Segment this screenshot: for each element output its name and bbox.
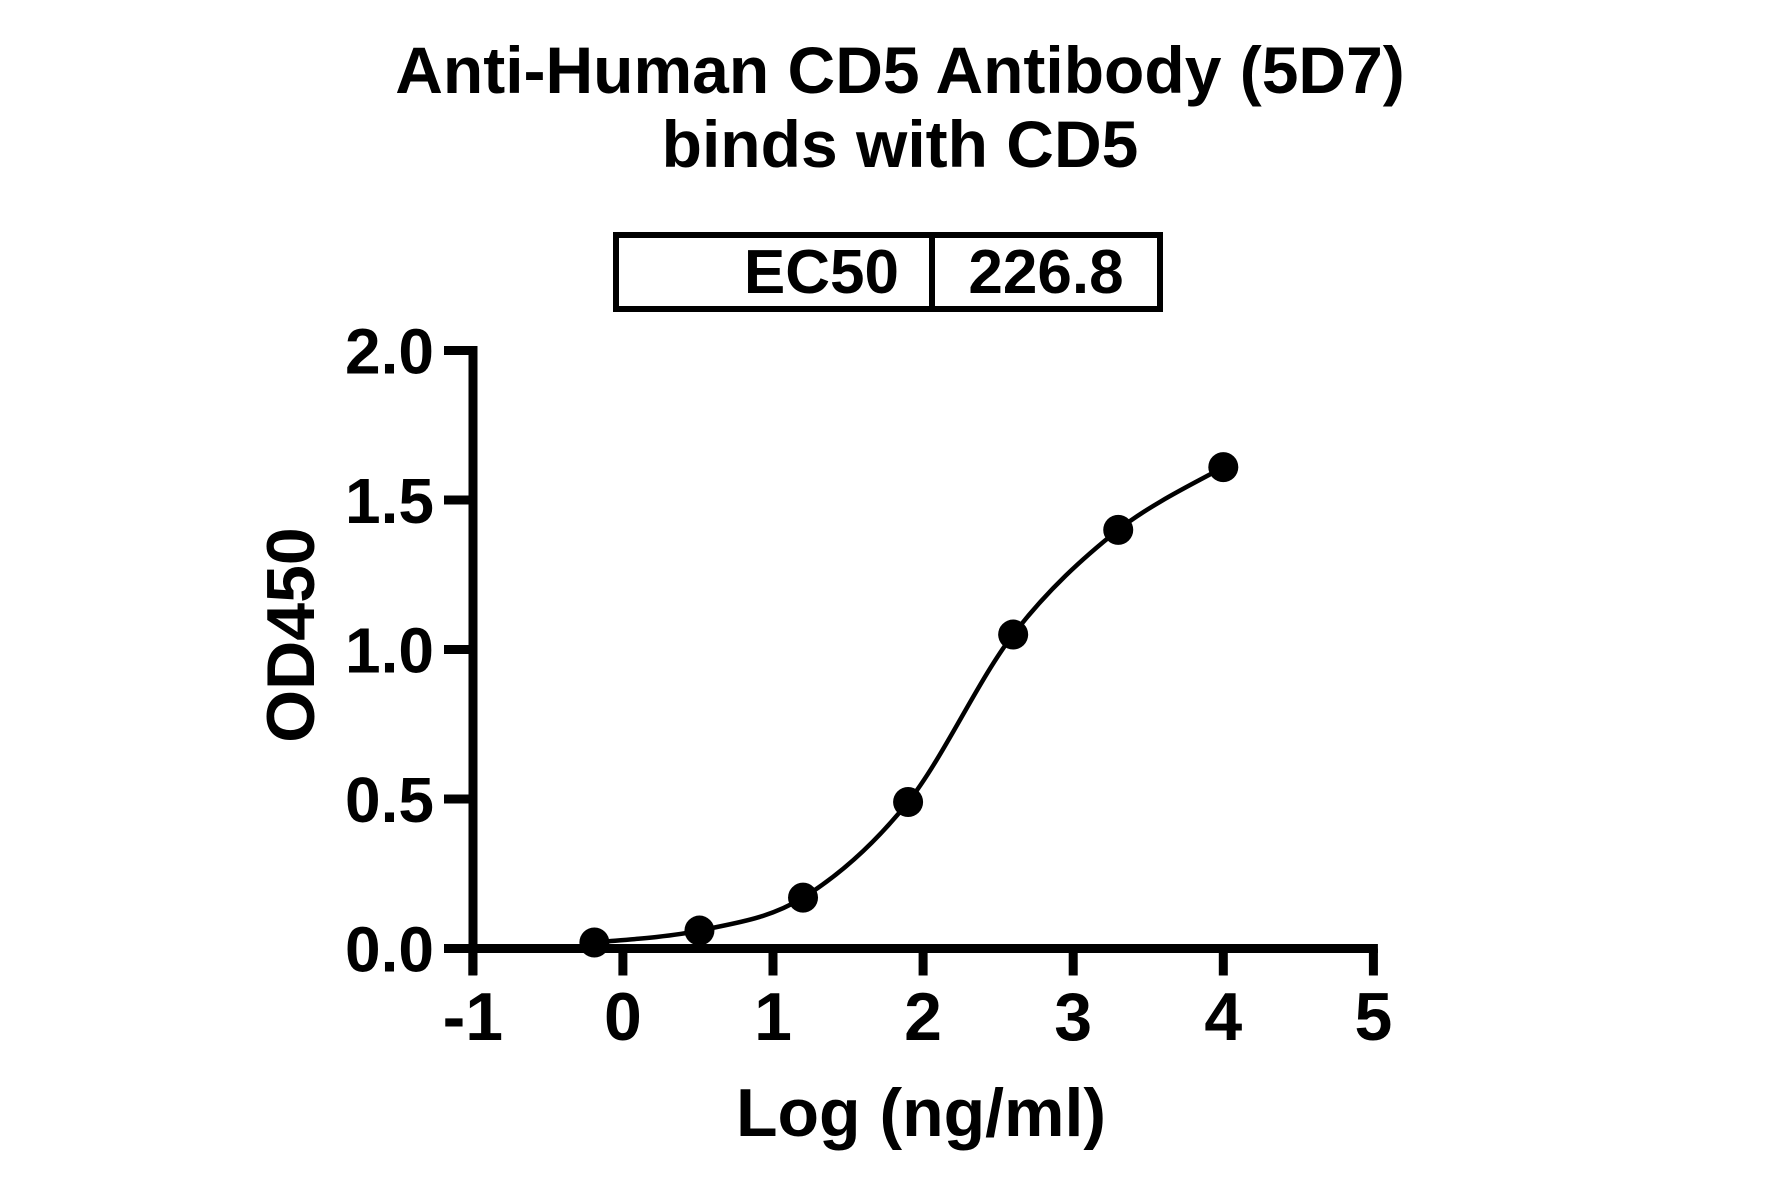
ec50-value-cell: 226.8 [968, 237, 1124, 307]
points-layer [579, 452, 1239, 958]
x-tick-label: 1 [754, 979, 792, 1055]
data-point [893, 786, 924, 817]
chart-title-line-1: Anti-Human CD5 Antibody (5D7) [395, 33, 1405, 107]
y-tick-label: 0.0 [345, 914, 434, 986]
data-point [684, 915, 715, 946]
x-tick-label: -1 [443, 979, 503, 1055]
data-point [1208, 452, 1239, 483]
data-point [1103, 514, 1134, 545]
data-point [579, 927, 610, 958]
x-axis-title: Log (ng/ml) [736, 1075, 1106, 1151]
x-tick-label: 0 [604, 979, 642, 1055]
chart-title-line-2: binds with CD5 [661, 106, 1139, 181]
y-tick-label: 2.0 [345, 316, 434, 388]
x-tick-label: 3 [1054, 979, 1092, 1055]
data-point [998, 619, 1029, 650]
ec50-label-cell: EC50 [619, 238, 935, 307]
data-point [788, 882, 819, 913]
x-tick-label: 2 [904, 979, 942, 1055]
chart-title: Anti-Human CD5 Antibody (5D7) binds with… [395, 33, 1405, 182]
y-tick-label: 0.5 [345, 764, 434, 836]
y-tick-label: 1.5 [345, 465, 434, 537]
ec50-table: EC50 226.8 [613, 232, 1163, 312]
x-tick-label: 5 [1354, 979, 1392, 1055]
y-axis-title: OD450 [253, 527, 329, 742]
x-tick-label: 4 [1204, 979, 1242, 1055]
y-tick-label: 1.0 [345, 615, 434, 687]
axes-layer: -1 0 1 2 3 4 5 0.0 0.5 1.0 1.5 2.0 [345, 316, 1392, 1056]
